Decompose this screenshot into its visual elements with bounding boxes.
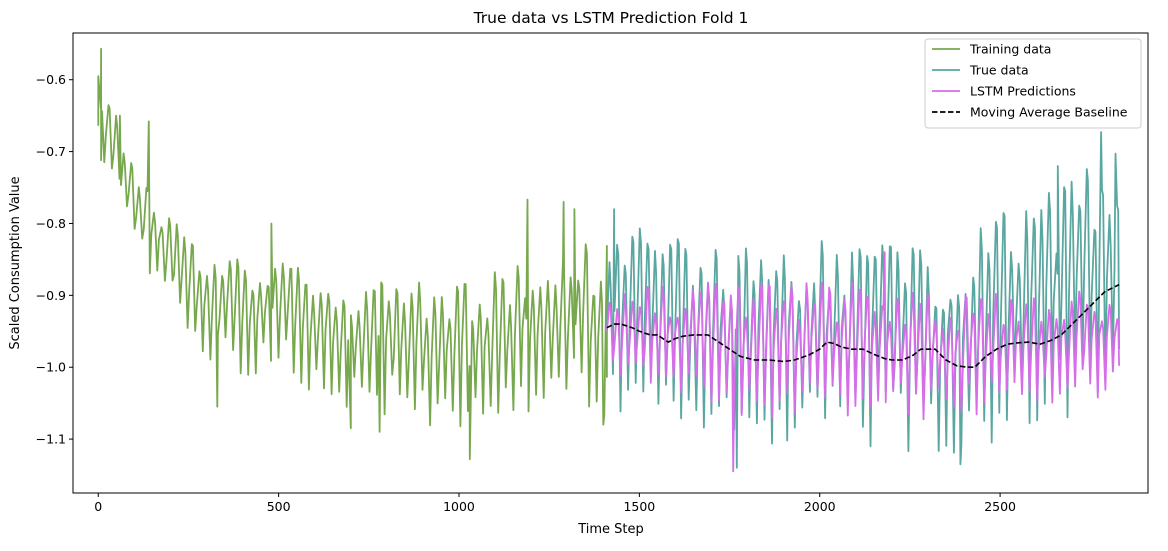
legend-box bbox=[924, 38, 1142, 129]
y-axis: −0.6 −0.7 −0.8 −0.9 −1.0 −1.1 bbox=[36, 72, 73, 447]
legend: Training data True data LSTM Predictions Mo… bbox=[924, 38, 1142, 129]
x-tick-label: 0 bbox=[94, 499, 102, 514]
x-tick-label: 2500 bbox=[984, 499, 1016, 514]
y-axis-label: Scaled Consumption Value bbox=[8, 176, 23, 349]
x-axis: 0 500 1000 1500 2000 2500 bbox=[94, 493, 1016, 514]
legend-label-true-data: True data bbox=[969, 63, 1029, 78]
y-tick-label: −0.7 bbox=[36, 144, 66, 159]
plot-frame bbox=[72, 32, 1149, 494]
x-tick-label: 2000 bbox=[804, 499, 836, 514]
y-tick-label: −1.1 bbox=[36, 432, 66, 447]
series-line-training-data bbox=[97, 47, 608, 461]
x-tick-label: 500 bbox=[267, 499, 291, 514]
y-tick-label: −0.9 bbox=[36, 288, 66, 303]
legend-label-lstm-predictions: LSTM Predictions bbox=[970, 84, 1076, 99]
y-tick-label: −0.8 bbox=[36, 216, 66, 231]
series-line-moving-average-baseline bbox=[606, 283, 1120, 368]
x-tick-label: 1500 bbox=[623, 499, 655, 514]
x-tick-label: 1000 bbox=[443, 499, 475, 514]
legend-label-training-data: Training data bbox=[969, 42, 1051, 57]
y-tick-label: −0.6 bbox=[36, 72, 66, 87]
series-layer bbox=[97, 47, 1120, 473]
series-line-lstm-predictions bbox=[606, 251, 1120, 473]
x-axis-label: Time Step bbox=[577, 522, 644, 537]
legend-label-moving-average-baseline: Moving Average Baseline bbox=[970, 105, 1128, 120]
y-tick-label: −1.0 bbox=[36, 360, 66, 375]
chart-title: True data vs LSTM Prediction Fold 1 bbox=[473, 9, 749, 27]
